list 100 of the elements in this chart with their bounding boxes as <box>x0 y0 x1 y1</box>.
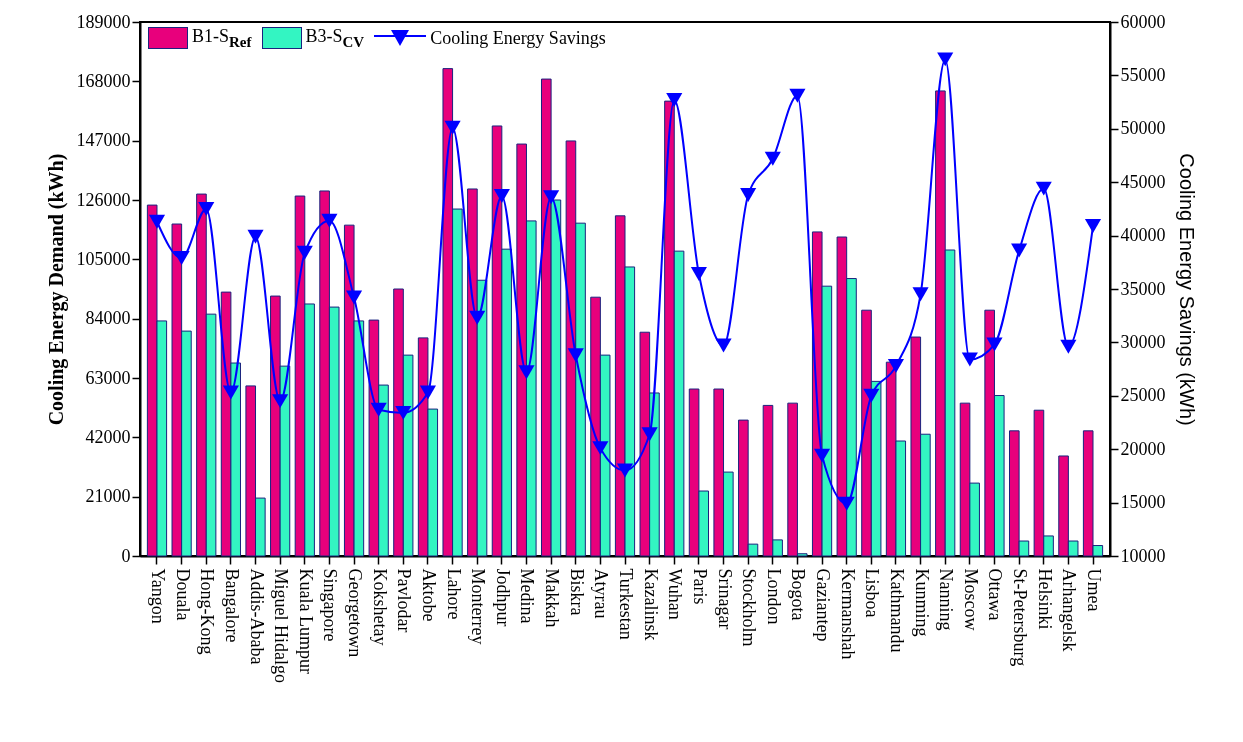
point <box>1060 339 1077 354</box>
point <box>715 338 732 353</box>
x-tick-label: Nanning <box>936 568 957 631</box>
point <box>641 427 658 442</box>
y-tick-label: 189000 <box>76 11 131 32</box>
x-tick-label: Bogota <box>788 568 809 621</box>
point <box>296 245 313 260</box>
x-tick-label: Biskra <box>566 568 587 616</box>
x-tick-label: London <box>763 568 784 625</box>
point <box>690 267 707 282</box>
point <box>1011 243 1028 258</box>
x-tick-label: Kermanshah <box>837 568 858 660</box>
legend-label: B3-S$_{CV}$ <box>305 26 365 51</box>
point <box>518 365 535 380</box>
point <box>222 385 239 400</box>
x-tick-label: Kathmandu <box>886 568 907 653</box>
point <box>592 441 609 456</box>
point <box>813 448 831 463</box>
x-tick-label: Addis-Ababa <box>246 568 267 665</box>
point <box>912 287 929 302</box>
x-tick-label: Monterrey <box>468 568 489 645</box>
x-tick-label: Stockholm <box>739 568 760 647</box>
point <box>887 358 905 373</box>
x-tick-label: Lisboa <box>862 568 883 618</box>
point <box>173 251 190 266</box>
point <box>370 402 387 417</box>
x-tick-label: Jodhpur <box>492 568 513 627</box>
x-tick-label: Medina <box>517 568 538 624</box>
point <box>937 52 954 67</box>
y-tick-label: 168000 <box>76 70 131 91</box>
x-tick-label: Pavlodar <box>394 568 415 633</box>
legend-label: Cooling Energy Savings <box>430 27 606 49</box>
x-tick-label: Yangon <box>148 568 168 624</box>
x-tick-label: Kuala Lumpur <box>295 568 316 674</box>
point <box>493 189 510 204</box>
y2-tick-label: 20000 <box>1120 438 1166 459</box>
point <box>198 201 215 216</box>
point <box>345 290 363 305</box>
y2-tick-label: 60000 <box>1120 11 1166 32</box>
point <box>444 120 461 135</box>
point <box>764 151 781 166</box>
point <box>1084 219 1102 233</box>
x-tick-label: Gaziantep <box>813 568 834 642</box>
point <box>1035 181 1052 196</box>
y2-tick-label: 55000 <box>1120 64 1166 85</box>
y2-tick-label: 35000 <box>1120 278 1166 299</box>
x-tick-label: Umea <box>1084 568 1104 612</box>
y-tick-label: 63000 <box>85 367 131 388</box>
y-tick-label: 126000 <box>76 189 131 210</box>
point <box>616 463 634 478</box>
x-tick-label: Paris <box>689 568 710 605</box>
point <box>395 405 412 420</box>
x-tick-label: Wuhan <box>665 568 686 620</box>
x-tick-label: Georgetown <box>345 568 366 658</box>
x-tick-label: Makkah <box>542 568 563 628</box>
point <box>740 188 757 202</box>
point <box>321 213 338 228</box>
point <box>666 92 683 107</box>
y2-tick-label: 30000 <box>1120 331 1166 352</box>
x-tick-label: Ottawa <box>985 568 1006 621</box>
x-tick-label: Moscow <box>960 568 981 631</box>
y-tick-label: 21000 <box>85 486 131 507</box>
x-tick-label: Douala <box>172 568 193 621</box>
point <box>148 214 166 229</box>
y-tick-label: 0 <box>121 545 131 566</box>
x-tick-label: Aktobe <box>418 568 439 622</box>
y2-tick-label: 15000 <box>1120 492 1166 513</box>
legend-label: B1-S$_{Ref}$ <box>192 26 252 51</box>
y2-tick-label: 25000 <box>1120 385 1166 406</box>
point <box>419 385 437 400</box>
x-tick-label: St-Petersburg <box>1010 568 1031 667</box>
point <box>789 88 806 103</box>
x-tick-label: Arhangelsk <box>1059 568 1080 652</box>
x-tick-label: Kokshetay <box>369 568 390 646</box>
point <box>469 310 486 325</box>
x-tick-label: Lahore <box>443 568 464 620</box>
y-tick-label: 147000 <box>76 130 131 151</box>
x-tick-label: Atyrau <box>591 568 612 619</box>
y-tick-label: 105000 <box>76 248 131 269</box>
point <box>986 337 1003 352</box>
point <box>543 190 560 205</box>
point <box>961 352 978 367</box>
x-tick-label: Helsinki <box>1034 568 1055 630</box>
x-tick-label: Hong-Kong <box>197 568 218 655</box>
y-tick-label: 42000 <box>85 426 131 447</box>
y-tick-label: 84000 <box>85 308 131 329</box>
point <box>838 496 855 511</box>
y2-tick-label: 45000 <box>1120 171 1166 192</box>
point <box>863 388 880 403</box>
x-tick-label: Kazalinsk <box>640 568 661 641</box>
y2-tick-label: 10000 <box>1120 545 1166 566</box>
y2-tick-label: 50000 <box>1120 118 1166 139</box>
point <box>272 394 289 409</box>
point <box>567 348 584 363</box>
y2-axis-title: Cooling Energy Savings (kWh) <box>1175 153 1198 426</box>
x-tick-label: Turkestan <box>616 568 636 640</box>
x-tick-label: Singapore <box>320 568 341 642</box>
x-tick-label: Kunming <box>911 568 932 637</box>
x-tick-label: Bangalore <box>221 568 242 643</box>
point <box>247 229 264 244</box>
